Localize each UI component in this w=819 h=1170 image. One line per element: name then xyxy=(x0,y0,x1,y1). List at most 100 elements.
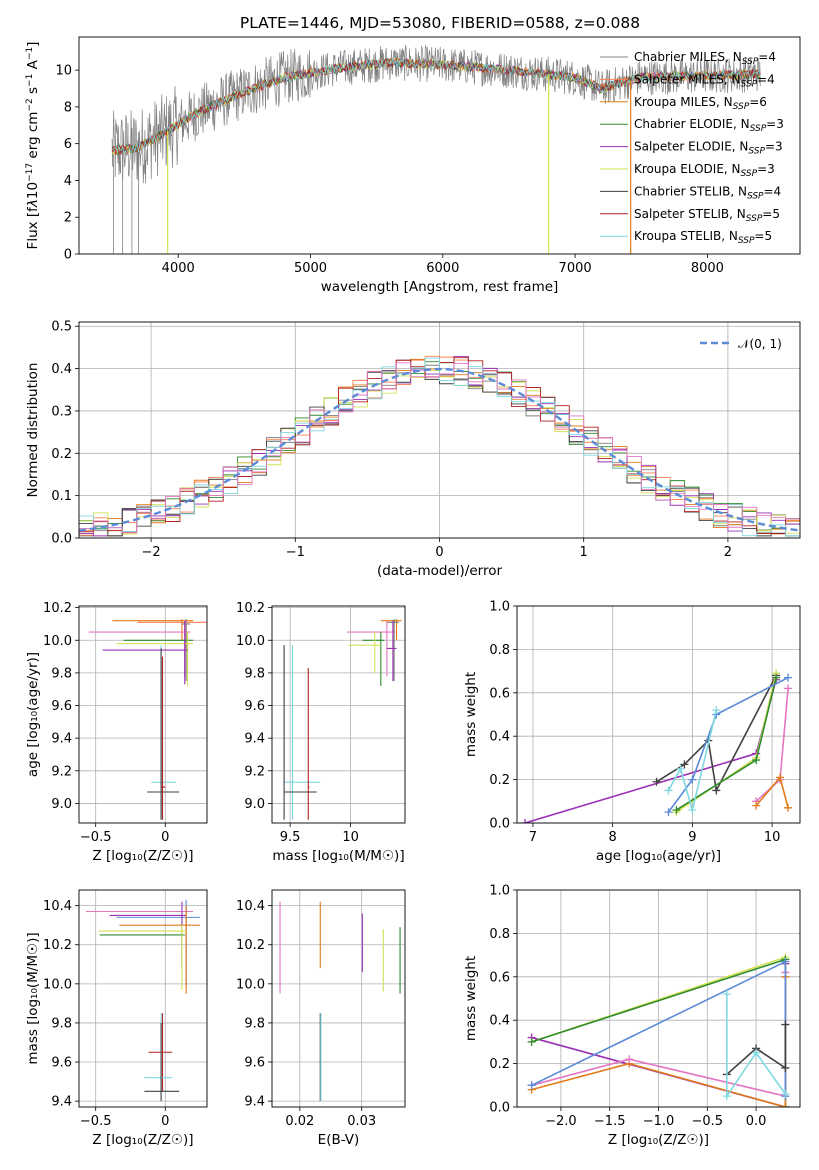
x-tick-label: 0.02 xyxy=(285,1114,314,1129)
x-axis-label: E(B-V) xyxy=(318,1132,360,1148)
series-marker xyxy=(688,805,697,814)
y-tick-label: 9.4 xyxy=(51,732,72,747)
x-tick-label: 6000 xyxy=(426,261,459,276)
series-marker xyxy=(752,801,761,810)
legend-label: Chabrier ELODIE, NSSP=3 xyxy=(634,117,784,134)
y-axis-label: age [log₁₀(age/yr)] xyxy=(25,652,41,777)
series-marker xyxy=(712,786,721,795)
plot-area xyxy=(520,669,793,823)
plot-area xyxy=(85,899,201,1102)
series-marker xyxy=(781,1103,790,1107)
y-tick-label: 6 xyxy=(64,137,72,152)
y-tick-label: 0.6 xyxy=(489,970,510,985)
panel-age-vs-mass: 9.5 10 9.0 9.2 9.4 9.6 9.8 10.0 10.2 mass [log₁₀(… xyxy=(236,601,406,864)
legend-sub: SSP xyxy=(733,102,750,112)
legend-label: 𝒩(0, 1) xyxy=(738,337,782,351)
y-tick-label: 0.2 xyxy=(489,1057,510,1072)
series-marker xyxy=(676,764,685,773)
y-tick-label: 9.4 xyxy=(244,1095,265,1110)
y-axis-label: mass weight xyxy=(463,956,479,1041)
legend-label: Salpeter ELODIE, NSSP=3 xyxy=(634,140,783,157)
histogram-1 xyxy=(79,355,800,536)
x-axis-label: mass [log₁₀(M/M☉)] xyxy=(272,848,404,864)
x-tick-label: 0 xyxy=(161,830,169,845)
legend-count: =3 xyxy=(766,117,784,131)
x-axis-label: wavelength [Angstrom, rest frame] xyxy=(321,279,559,295)
legend-label: Kroupa ELODIE, NSSP=3 xyxy=(634,162,775,179)
axes-frame xyxy=(78,605,208,824)
legend-sub: SSP xyxy=(742,57,759,67)
panel-mass-vs-EBV: 0.02 0.03 9.4 9.6 9.8 10.0 10.2 10.4 E(B-V) xyxy=(236,889,406,1148)
legend-count: =6 xyxy=(749,95,767,109)
series-marker xyxy=(784,803,793,812)
y-tick-label: 0.4 xyxy=(51,362,72,377)
x-tick-label: 8000 xyxy=(691,261,724,276)
y-tick-label: 9.6 xyxy=(51,699,72,714)
panel-residuals: −2 −1 0 1 2 0.0 0.1 0.2 0.3 0.4 0.5 (data-model)/er… xyxy=(25,320,801,579)
legend-sub: SSP xyxy=(746,214,763,224)
y-tick-label: 8 xyxy=(64,100,72,115)
y-tick-label: 10.2 xyxy=(43,938,72,953)
x-tick-label: −1.0 xyxy=(643,1114,675,1129)
axes-frame xyxy=(78,36,801,255)
y-tick-label: 9.4 xyxy=(51,1095,72,1110)
y-tick-label: 9.2 xyxy=(51,764,72,779)
y-tick-label: 10.0 xyxy=(43,634,72,649)
series-marker xyxy=(652,777,661,786)
x-tick-label: 9.5 xyxy=(280,830,301,845)
y-tick-label: 0.8 xyxy=(489,927,510,942)
series-marker xyxy=(664,786,673,795)
x-axis-label: Z [log₁₀(Z/Z☉)] xyxy=(92,1132,193,1148)
x-tick-label: 9 xyxy=(688,830,696,845)
y-tick-label: 0.0 xyxy=(51,532,72,547)
series-line-6 xyxy=(667,676,789,813)
legend-label: Chabrier STELIB, NSSP=4 xyxy=(634,184,781,201)
series-marker xyxy=(776,773,785,782)
y-axis-label: mass weight xyxy=(463,672,479,757)
x-axis-label: age [log₁₀(age/yr)] xyxy=(596,848,721,864)
plot-area xyxy=(279,901,401,1102)
histogram-9 xyxy=(79,362,800,534)
series-marker xyxy=(625,1055,634,1064)
y-tick-label: 0.2 xyxy=(51,447,72,462)
series-marker xyxy=(722,1092,731,1101)
y-tick-label: 1.0 xyxy=(489,884,510,899)
panel-weight-vs-Z: −2.0 −1.5 −1.0 −0.5 0.0 0.0 0.2 0.4 0.6 0.8 1.0 Z [… xyxy=(463,884,801,1148)
y-tick-label: 9.6 xyxy=(51,1056,72,1071)
panel-age-vs-Z: −0.5 0 9.0 9.2 9.4 9.6 9.8 10.0 10.2 Z [log₁₀(Z/Z… xyxy=(25,601,208,864)
series-marker xyxy=(520,819,529,823)
legend-count: =3 xyxy=(757,162,775,176)
plot-area xyxy=(527,953,790,1107)
x-tick-label: −1.5 xyxy=(594,1114,626,1129)
legend-sub: SSP xyxy=(747,191,764,201)
series-marker xyxy=(772,673,781,682)
x-tick-label: −0.5 xyxy=(80,1114,112,1129)
x-tick-label: 10 xyxy=(764,830,781,845)
y-tick-label: 4 xyxy=(64,174,72,189)
plot-area xyxy=(111,44,761,254)
y-tick-label: 0.2 xyxy=(489,773,510,788)
x-axis-label: Z [log₁₀(Z/Z☉)] xyxy=(608,1132,709,1148)
y-tick-label: 10 xyxy=(55,64,72,79)
legend-label: Kroupa STELIB, NSSP=5 xyxy=(634,229,772,246)
y-tick-label: 9.8 xyxy=(244,666,265,681)
legend-count: =5 xyxy=(754,229,772,243)
y-tick-label: 10.2 xyxy=(236,938,265,953)
axes-frame xyxy=(271,889,406,1108)
panel-weight-vs-age: 7 8 9 10 0.0 0.2 0.4 0.6 0.8 1.0 age [log₁₀(age/yr… xyxy=(463,600,801,864)
y-tick-label: 9.0 xyxy=(244,797,265,812)
legend-count: =4 xyxy=(764,184,782,198)
y-tick-label: 9.8 xyxy=(51,1016,72,1031)
x-tick-label: −1 xyxy=(286,545,305,560)
y-tick-label: 10.4 xyxy=(236,899,265,914)
series-marker xyxy=(752,1048,761,1057)
y-tick-label: 0.8 xyxy=(489,643,510,658)
series-marker xyxy=(672,805,681,814)
y-tick-label: 9.0 xyxy=(51,797,72,812)
x-tick-label: 7000 xyxy=(559,261,592,276)
x-tick-label: −2 xyxy=(142,545,161,560)
y-tick-label: 10.2 xyxy=(236,601,265,616)
y-tick-label: 9.8 xyxy=(51,666,72,681)
panel-spectrum: 4000 5000 6000 7000 8000 0 2 4 6 8 10 wavelength [A… xyxy=(25,36,801,295)
